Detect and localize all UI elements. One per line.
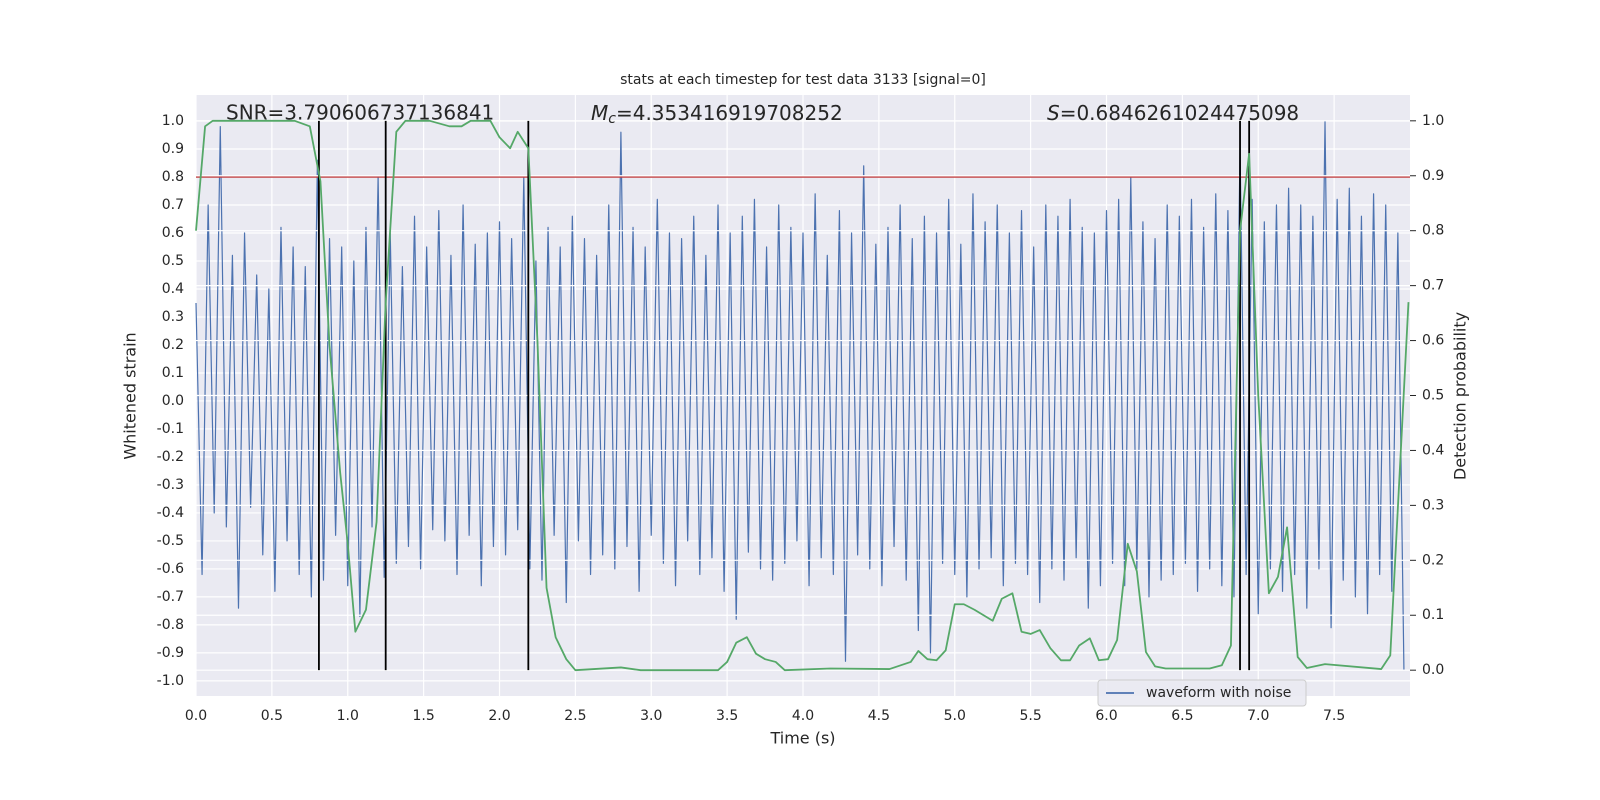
y-tick-label: 0.1	[162, 365, 184, 381]
y-tick-label: -0.8	[157, 617, 184, 633]
y-tick-label: 0.9	[162, 141, 184, 157]
x-tick-label: 7.5	[1323, 708, 1345, 724]
y-tick-label: 0.5	[162, 253, 184, 269]
annotation: Mc=4.353416919708252	[591, 101, 843, 128]
x-tick-label: 6.5	[1171, 708, 1193, 724]
y2-tick-label: 0.7	[1422, 278, 1444, 294]
y2-tick-label: 0.0	[1422, 662, 1444, 678]
waveform-line	[195, 120, 1405, 670]
x-tick-label: 6.0	[1095, 708, 1117, 724]
y-tick-label: 0.6	[162, 225, 184, 241]
y-tick-label: 0.3	[162, 309, 184, 325]
y-tick-label: -0.9	[157, 645, 184, 661]
x-tick-label: 0.0	[185, 708, 207, 724]
y2-tick-label: 0.6	[1422, 333, 1444, 349]
y-tick-label: -0.6	[157, 561, 184, 577]
annotation-symbol: S	[1047, 101, 1060, 125]
legend-label: waveform with noise	[1146, 685, 1291, 701]
x-tick-label: 7.0	[1247, 708, 1269, 724]
chart-title: stats at each timestep for test data 313…	[620, 72, 986, 88]
x-tick-label: 2.0	[488, 708, 510, 724]
y2-tick-label: 0.3	[1422, 497, 1444, 513]
x-axis-label: Time (s)	[769, 729, 835, 748]
annotation-symbol: M	[591, 101, 608, 125]
x-tick-label: 0.5	[261, 708, 283, 724]
y-tick-label: -0.2	[157, 449, 184, 465]
annotation: SNR=3.790606737136841	[226, 101, 494, 125]
y2-tick-label: 0.8	[1422, 223, 1444, 239]
y2-tick-label: 0.9	[1422, 168, 1444, 184]
y-tick-label: 0.2	[162, 337, 184, 353]
y2-tick-label: 0.4	[1422, 442, 1444, 458]
x-tick-label: 4.0	[792, 708, 814, 724]
x-tick-label: 1.5	[412, 708, 434, 724]
y-tick-label: 0.8	[162, 169, 184, 185]
legend-box	[1097, 679, 1307, 707]
annotation-subscript: c	[608, 111, 616, 127]
annotation-text: =0.6846261024475098	[1060, 101, 1299, 125]
x-tick-label: 3.5	[716, 708, 738, 724]
y-tick-label: 0.7	[162, 197, 184, 213]
y-tick-label: 0.4	[162, 281, 184, 297]
y-tick-label: -0.5	[157, 533, 184, 549]
y-tick-label: -1.0	[157, 673, 184, 689]
x-tick-label: 1.0	[337, 708, 359, 724]
x-tick-label: 5.0	[944, 708, 966, 724]
probability-line	[195, 119, 1410, 672]
y-axis-label: Whitened strain	[121, 332, 140, 459]
y2-tick-label: 0.1	[1422, 607, 1444, 623]
y-tick-label: -0.1	[157, 421, 184, 437]
annotation-text: =4.353416919708252	[616, 101, 843, 125]
x-tick-label: 2.5	[564, 708, 586, 724]
y-tick-label: -0.3	[157, 477, 184, 493]
y-tick-label: 0.0	[162, 393, 184, 409]
y-tick-label: -0.4	[157, 505, 184, 521]
x-tick-label: 3.0	[640, 708, 662, 724]
x-tick-label: 4.5	[868, 708, 890, 724]
y2-axis-label: Detection probability	[1451, 312, 1470, 480]
y2-tick-label: 0.5	[1422, 388, 1444, 404]
y-tick-label: -0.7	[157, 589, 184, 605]
annotation: S=0.6846261024475098	[1047, 101, 1299, 125]
y2-tick-label: 1.0	[1422, 113, 1444, 129]
y-tick-label: 1.0	[162, 113, 184, 129]
y2-tick-label: 0.2	[1422, 552, 1444, 568]
x-tick-label: 5.5	[1019, 708, 1041, 724]
